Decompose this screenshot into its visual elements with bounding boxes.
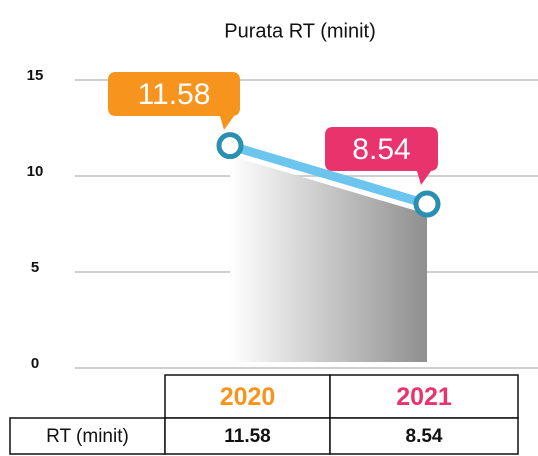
marker — [413, 190, 441, 218]
callout — [325, 127, 438, 185]
data-label: 8.54 — [352, 133, 410, 166]
area-shade — [230, 155, 427, 362]
marker — [216, 132, 244, 160]
chart-title: Purata RT (minit) — [224, 20, 376, 42]
table-value: 11.58 — [224, 426, 271, 447]
data-label: 11.58 — [138, 78, 211, 111]
y-tick-label: 5 — [31, 259, 39, 276]
line — [228, 141, 429, 209]
table-value: 8.54 — [406, 426, 443, 447]
table-cell — [329, 417, 519, 455]
y-tick-label: 15 — [27, 67, 44, 84]
row-label: RT (minit) — [46, 426, 129, 447]
column-header: 2020 — [220, 383, 276, 411]
callout — [108, 72, 240, 130]
column-header: 2021 — [396, 383, 452, 411]
y-tick-label: 10 — [27, 163, 44, 180]
y-tick-label: 0 — [31, 355, 39, 372]
table-cell — [9, 417, 166, 455]
table-cell — [329, 374, 519, 419]
